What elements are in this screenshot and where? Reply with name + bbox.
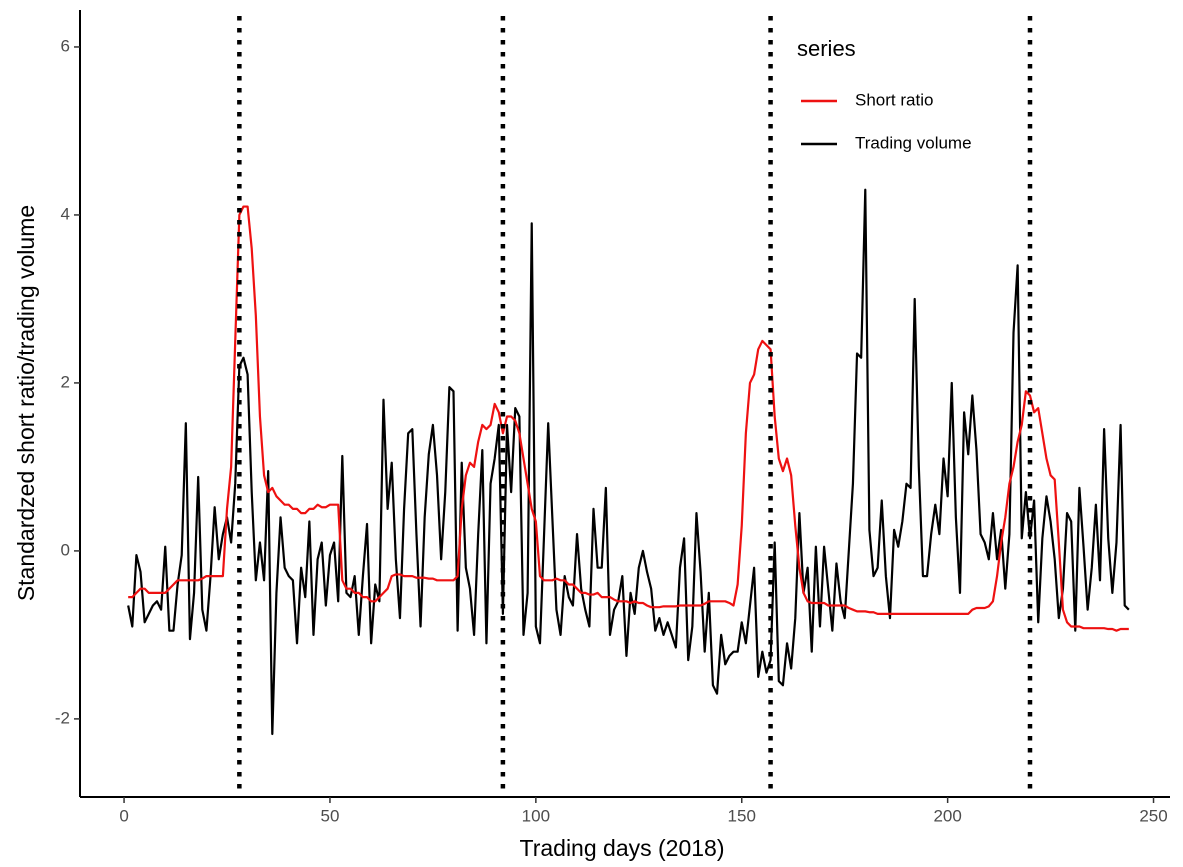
x-tick-label: 100 <box>522 806 550 825</box>
legend-label: Short ratio <box>855 90 933 109</box>
series-line <box>128 205 1129 632</box>
y-axis-title: Standardzed short ratio/trading volume <box>13 205 39 601</box>
x-tick-label: 50 <box>320 806 339 825</box>
x-axis-title: Trading days (2018) <box>520 835 725 861</box>
x-tick-label: 200 <box>933 806 961 825</box>
y-tick-label: 2 <box>61 372 70 391</box>
y-tick-label: 0 <box>61 540 70 559</box>
x-tick-label: 0 <box>119 806 128 825</box>
y-tick-label: 6 <box>61 36 70 55</box>
x-tick-label: 150 <box>728 806 756 825</box>
x-tick-label: 250 <box>1139 806 1167 825</box>
y-tick-label: -2 <box>55 708 70 727</box>
legend-title: series <box>797 36 856 61</box>
y-tick-label: 4 <box>61 204 70 223</box>
legend-label: Trading volume <box>855 133 972 152</box>
series-line <box>127 188 1130 736</box>
